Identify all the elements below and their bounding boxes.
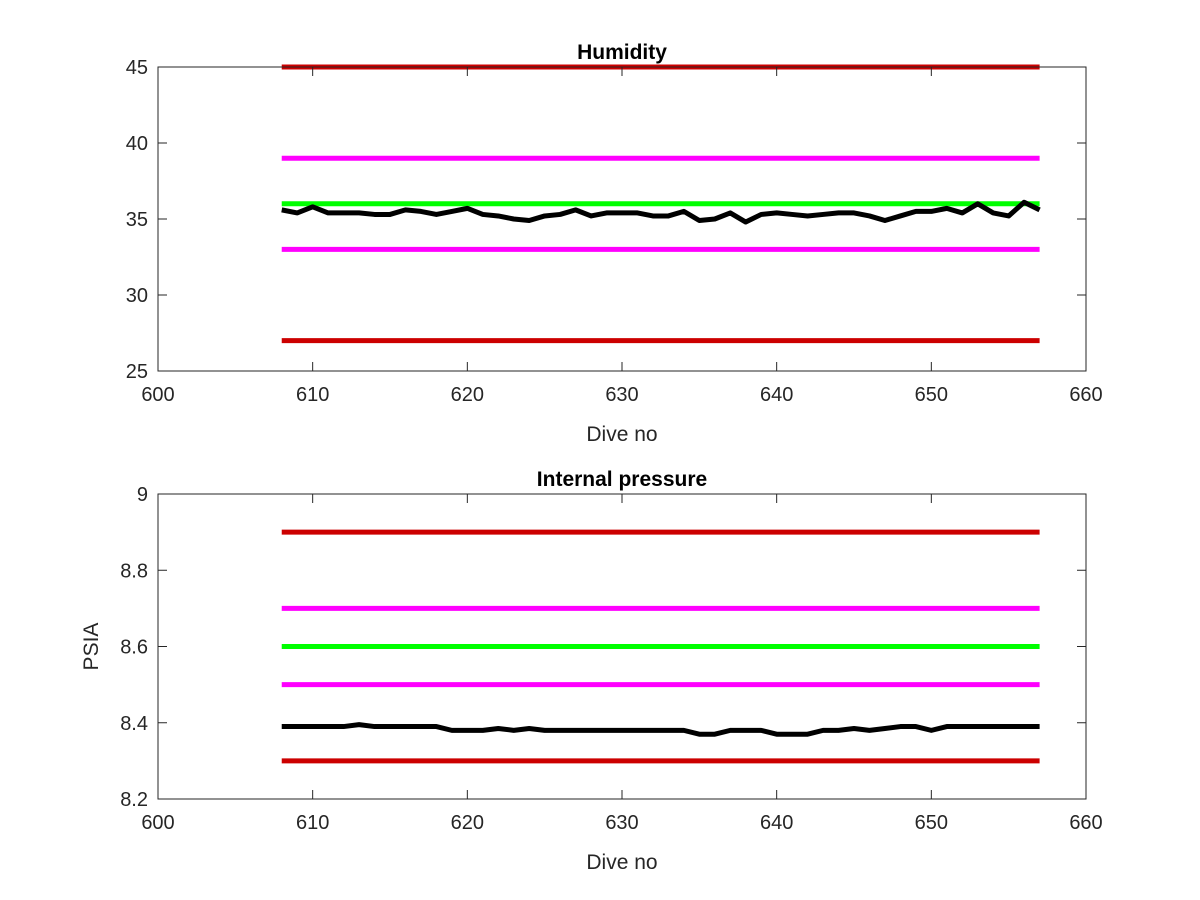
x-axis-label: Dive no	[586, 851, 657, 874]
x-tick-label: 640	[760, 812, 793, 834]
x-tick-label: 660	[1069, 812, 1102, 834]
x-tick-label: 630	[605, 384, 638, 406]
plot-title: Humidity	[577, 41, 667, 64]
x-tick-label: 650	[915, 384, 948, 406]
series-line-6	[281, 722, 1040, 737]
x-tick-label: 650	[915, 812, 948, 834]
plot-title: Internal pressure	[537, 468, 707, 491]
y-tick-label: 8.2	[120, 789, 148, 811]
y-tick-label: 8.6	[120, 637, 148, 659]
x-tick-label: 620	[451, 384, 484, 406]
x-tick-label: 660	[1069, 384, 1102, 406]
subplot-2: 600 610 620 630 640 650 660 8.2 8.4 8.6 8.8 9 Intern…	[80, 468, 1103, 874]
x-tick-label: 620	[451, 812, 484, 834]
y-tick-label: 45	[126, 57, 148, 79]
y-tick-label: 8.4	[120, 713, 148, 735]
y-tick-label: 35	[126, 209, 148, 231]
y-tick-label: 40	[126, 133, 148, 155]
x-tick-label: 640	[760, 384, 793, 406]
x-tick-label: 610	[296, 812, 329, 834]
x-axis-label: Dive no	[586, 423, 657, 446]
y-tick-label: 9	[137, 484, 148, 506]
y-tick-label: 25	[126, 361, 148, 383]
y-axis-label: PSIA	[80, 623, 103, 671]
series-line-6	[281, 199, 1041, 225]
x-tick-label: 630	[605, 812, 638, 834]
y-tick-label: 30	[126, 285, 148, 307]
x-tick-label: 610	[296, 384, 329, 406]
axes-box	[157, 66, 1087, 372]
x-tick-label: 600	[141, 384, 174, 406]
subplot-1: 600 610 620 630 640 650 660 25 30 35 40 45 Humidity D…	[126, 41, 1103, 446]
x-tick-label: 600	[141, 812, 174, 834]
y-tick-label: 8.8	[120, 560, 148, 582]
